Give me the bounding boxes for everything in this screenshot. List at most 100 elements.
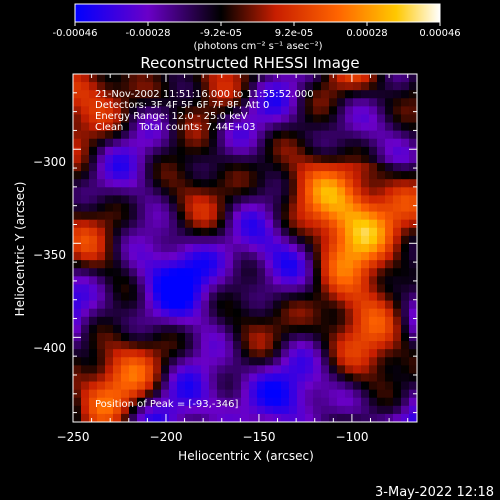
heatmap-cell: [81, 332, 90, 342]
heatmap-cell: [73, 276, 82, 286]
heatmap-cell: [369, 341, 378, 350]
heatmap-cell: [73, 74, 82, 83]
heatmap-cell: [313, 98, 322, 107]
heatmap-cell: [177, 203, 186, 213]
heatmap-cell: [161, 74, 170, 83]
heatmap-cell: [281, 324, 290, 334]
heatmap-cell: [73, 227, 82, 237]
heatmap-cell: [345, 341, 354, 350]
heatmap-cell: [401, 187, 410, 196]
heatmap-cell: [305, 74, 314, 83]
heatmap-cell: [337, 106, 346, 116]
heatmap-cell: [257, 300, 266, 310]
heatmap-cell: [361, 90, 370, 99]
heatmap-cell: [169, 130, 178, 140]
heatmap-cell: [249, 82, 258, 91]
heatmap-cell: [169, 90, 178, 99]
heatmap-cell: [153, 243, 162, 253]
heatmap-cell: [257, 373, 266, 383]
heatmap-cell: [241, 163, 250, 172]
heatmap-cell: [129, 300, 138, 310]
heatmap-cell: [73, 389, 82, 399]
heatmap-cell: [377, 163, 386, 172]
heatmap-cell: [81, 179, 90, 188]
heatmap-cell: [281, 211, 290, 221]
heatmap-cell: [225, 341, 234, 350]
heatmap-cell: [177, 187, 186, 196]
heatmap-cell: [337, 154, 346, 164]
heatmap-cell: [121, 219, 130, 229]
heatmap-cell: [289, 260, 298, 269]
heatmap-cell: [89, 300, 98, 310]
heatmap-cell: [409, 405, 417, 415]
heatmap-cell: [105, 381, 114, 391]
heatmap-cell: [297, 276, 306, 286]
heatmap-cell: [273, 106, 282, 116]
heatmap-cell: [113, 276, 122, 286]
heatmap-cell: [385, 300, 394, 310]
heatmap-cell: [169, 211, 178, 221]
heatmap-cell: [121, 203, 130, 213]
heatmap-cell: [273, 98, 282, 107]
heatmap-cell: [185, 219, 194, 229]
heatmap-cell: [113, 154, 122, 164]
heatmap-cell: [321, 114, 330, 124]
heatmap-cell: [209, 187, 218, 196]
heatmap-cell: [153, 300, 162, 310]
heatmap-cell: [297, 154, 306, 164]
heatmap-cell: [97, 292, 106, 302]
heatmap-cell: [313, 252, 322, 261]
heatmap-cell: [281, 187, 290, 196]
heatmap-cell: [193, 332, 202, 342]
heatmap-cell: [121, 284, 130, 294]
heatmap-cell: [257, 349, 266, 358]
heatmap-cell: [137, 381, 146, 391]
heatmap-cell: [241, 284, 250, 294]
heatmap-cell: [161, 171, 170, 180]
heatmap-cell: [337, 179, 346, 188]
heatmap-cell: [289, 227, 298, 237]
heatmap-cell: [89, 373, 98, 383]
heatmap-cell: [217, 227, 226, 237]
heatmap-cell: [233, 187, 242, 196]
heatmap-cell: [193, 324, 202, 334]
heatmap-cell: [401, 349, 410, 358]
heatmap-cell: [377, 138, 386, 148]
heatmap-cell: [297, 268, 306, 277]
heatmap-cell: [297, 219, 306, 229]
colorbar-tick-label: -9.2e-05: [200, 28, 242, 39]
heatmap-cell: [337, 300, 346, 310]
heatmap-cell: [153, 235, 162, 245]
heatmap-cell: [89, 90, 98, 99]
heatmap-cell: [337, 203, 346, 213]
heatmap-cell: [185, 308, 194, 318]
heatmap-cell: [369, 405, 378, 415]
heatmap-cell: [241, 357, 250, 366]
heatmap-cell: [225, 122, 234, 132]
heatmap-cell: [241, 373, 250, 383]
heatmap-cell: [401, 98, 410, 107]
heatmap-cell: [145, 284, 154, 294]
heatmap-cell: [97, 349, 106, 358]
heatmap-cell: [233, 332, 242, 342]
heatmap-cell: [369, 365, 378, 375]
heatmap-cell: [161, 413, 170, 422]
heatmap-cell: [353, 122, 362, 132]
heatmap-cell: [297, 316, 306, 326]
heatmap-cell: [177, 74, 186, 83]
heatmap-cell: [369, 357, 378, 366]
heatmap-cell: [241, 276, 250, 286]
heatmap-cell: [377, 154, 386, 164]
heatmap-cell: [289, 373, 298, 383]
heatmap-cell: [257, 106, 266, 116]
heatmap-cell: [121, 90, 130, 99]
heatmap-cell: [289, 308, 298, 318]
heatmap-cell: [361, 106, 370, 116]
heatmap-cell: [73, 268, 82, 277]
heatmap-cell: [241, 235, 250, 245]
heatmap-cell: [281, 106, 290, 116]
heatmap-cell: [305, 349, 314, 358]
heatmap-cell: [97, 324, 106, 334]
heatmap-cell: [169, 195, 178, 205]
